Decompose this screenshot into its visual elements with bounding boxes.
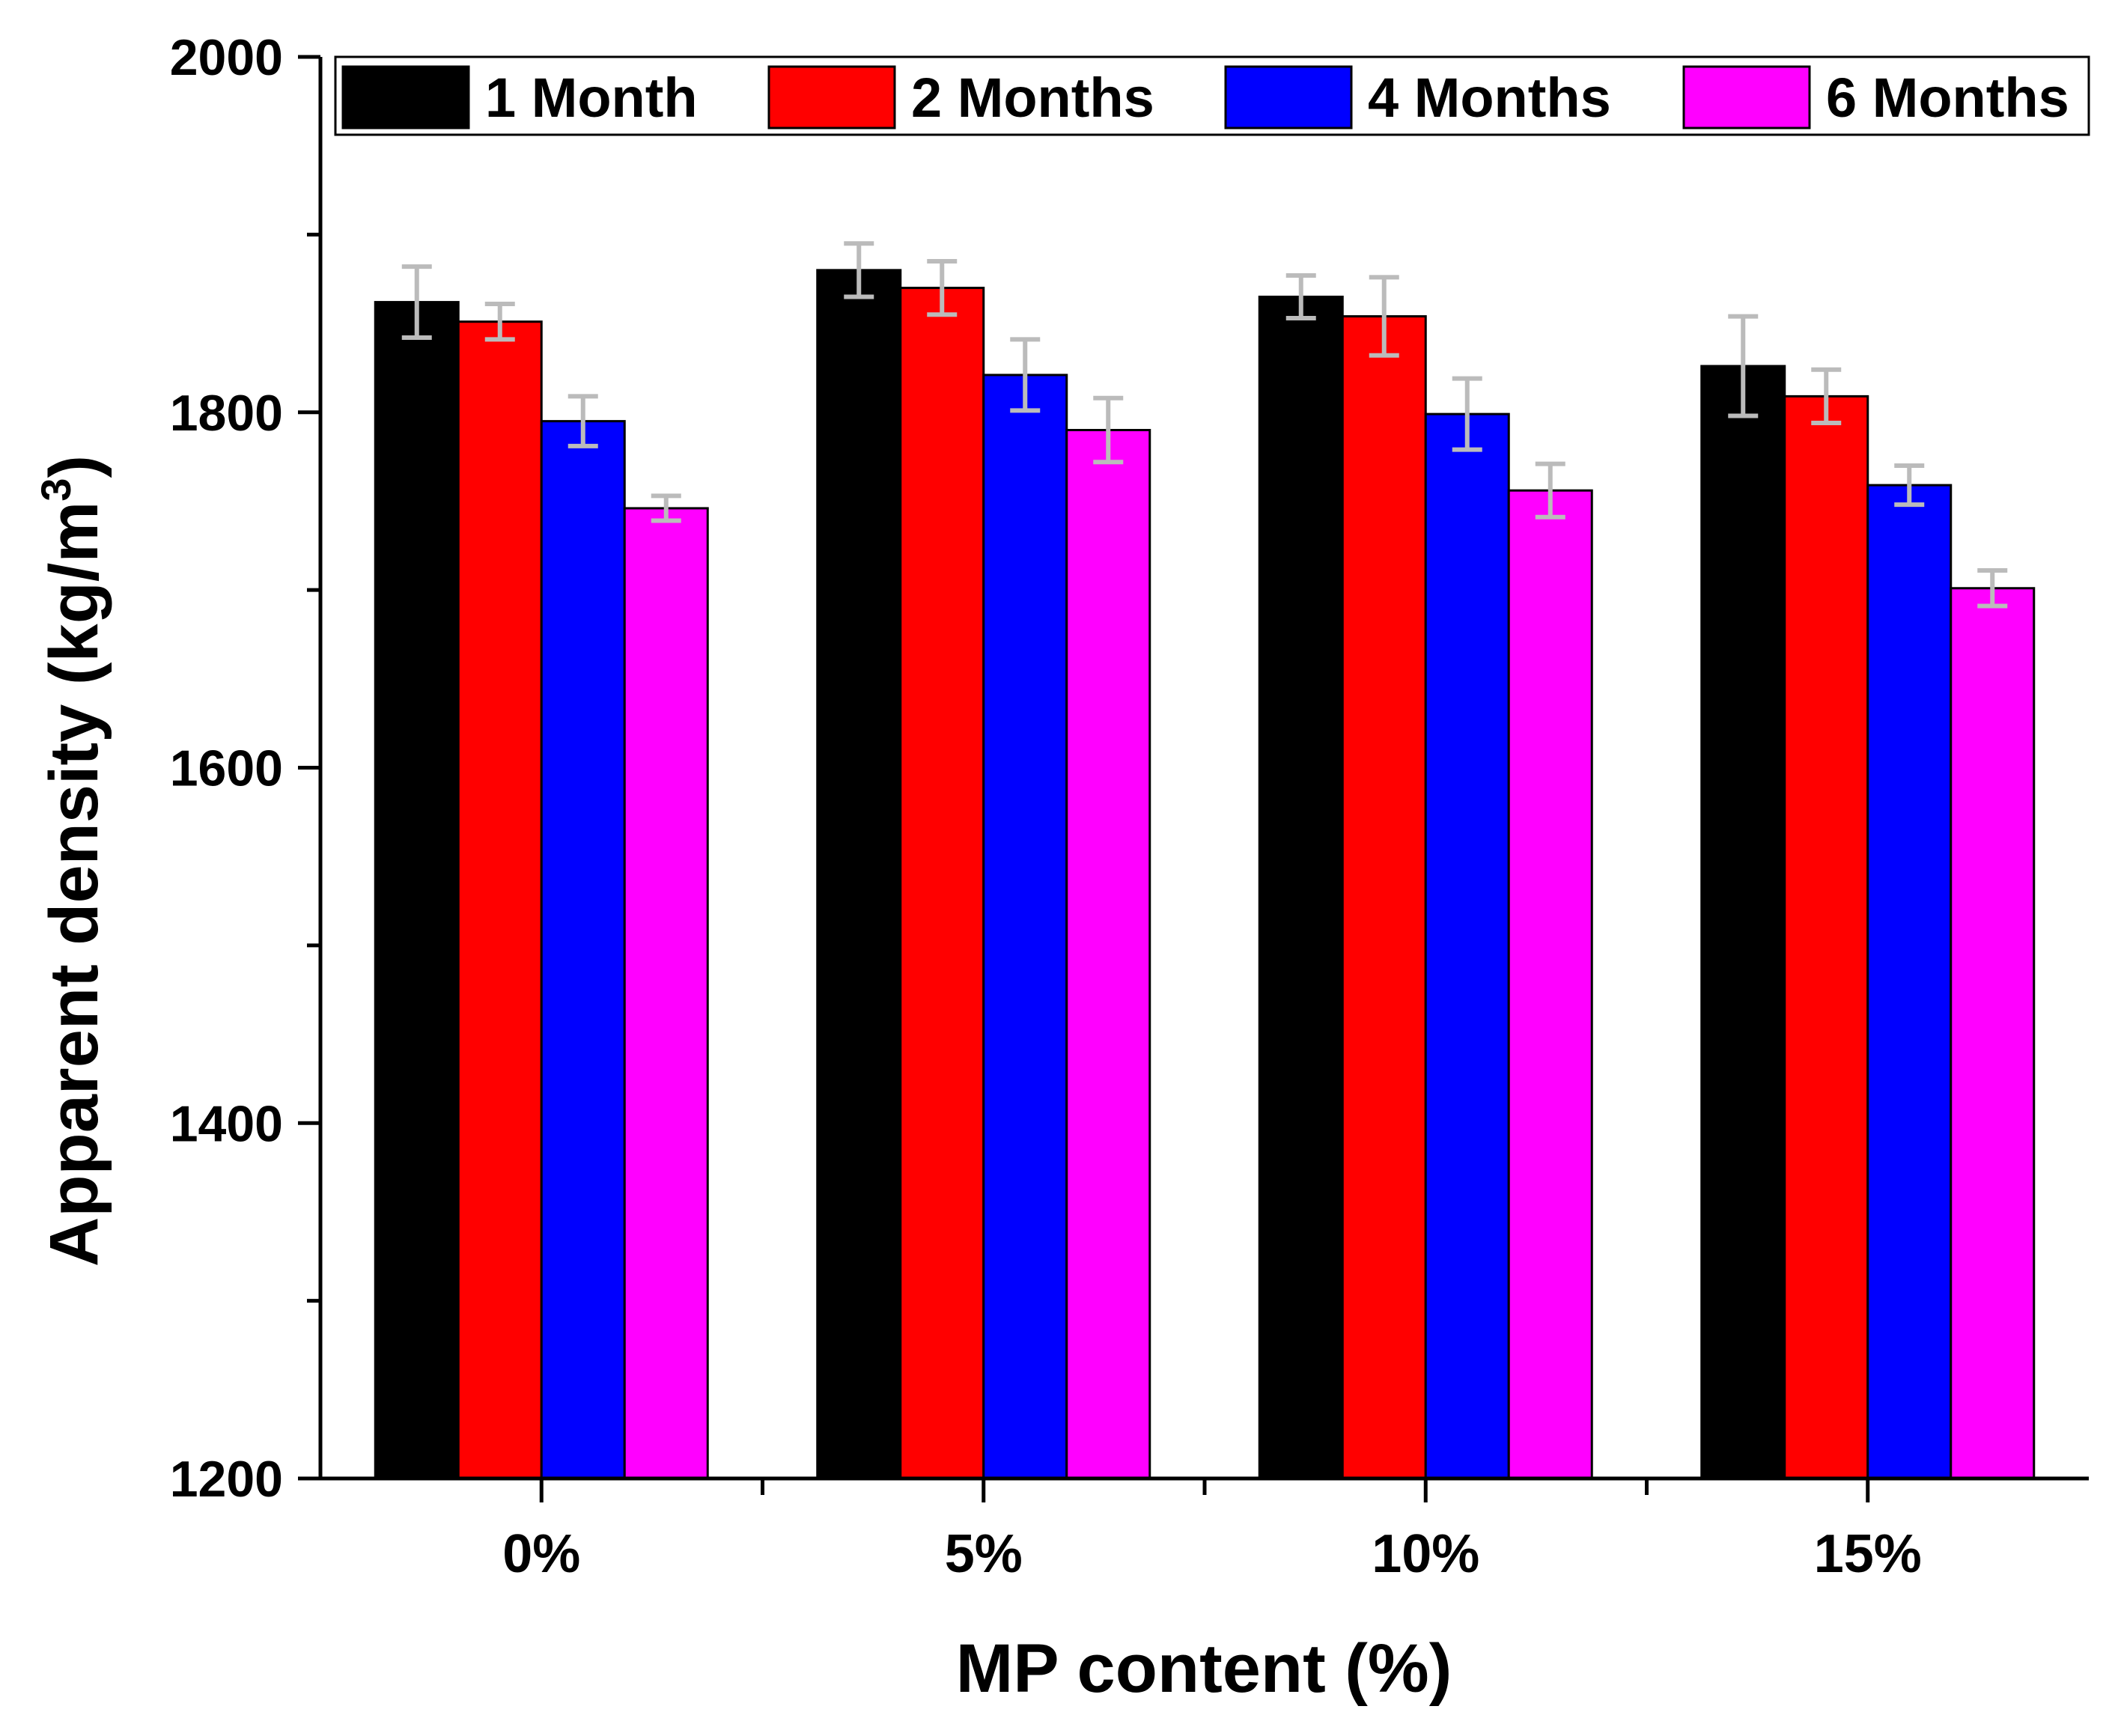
bar-2-months-15pct xyxy=(1783,395,1869,1480)
bar-1-month-15pct xyxy=(1700,365,1786,1480)
x-tick-label: 0% xyxy=(502,1524,580,1584)
x-tick-label: 5% xyxy=(945,1524,1023,1584)
bar-4-months-5pct xyxy=(982,374,1068,1480)
bar-4-months-0pct xyxy=(540,420,626,1480)
y-axis-title-suffix: ) xyxy=(36,455,112,478)
axes xyxy=(298,55,2089,1502)
bar-1-month-10pct xyxy=(1258,295,1344,1480)
y-axis-title-superscript: 3 xyxy=(32,478,79,502)
legend-label-1-month: 1 Month xyxy=(485,67,698,129)
y-tick-label: 1600 xyxy=(170,740,283,797)
tick-labels: 1200 1400 1600 1800 2000 0% 5% 10% 15% xyxy=(170,29,1922,1584)
bar-2-months-0pct xyxy=(457,320,543,1480)
y-tick-label: 1400 xyxy=(170,1095,283,1152)
bar-4-months-10pct xyxy=(1424,412,1510,1480)
x-axis-title: MP content (%) xyxy=(956,1630,1452,1707)
bar-6-months-15pct xyxy=(1950,587,2036,1480)
y-tick-label: 2000 xyxy=(170,29,283,86)
bar-4-months-15pct xyxy=(1866,484,1953,1480)
bar-6-months-5pct xyxy=(1065,428,1151,1480)
x-tick-label: 15% xyxy=(1814,1524,1922,1584)
y-tick-label: 1200 xyxy=(170,1451,283,1508)
bar-2-months-10pct xyxy=(1341,315,1427,1480)
bar-6-months-10pct xyxy=(1507,489,1593,1480)
legend-swatch-4-months xyxy=(1224,65,1353,130)
bar-2-months-5pct xyxy=(899,287,985,1480)
legend: 1 Month 2 Months 4 Months 6 Months xyxy=(334,55,2090,136)
bars-layer xyxy=(374,269,2036,1480)
legend-swatch-2-months xyxy=(767,65,896,130)
legend-label-4-months: 4 Months xyxy=(1368,67,1611,129)
bar-1-month-0pct xyxy=(374,301,460,1480)
x-tick-label: 10% xyxy=(1372,1524,1479,1584)
error-bars-layer xyxy=(401,241,2008,609)
y-axis-title-main: Apparent density (kg/m xyxy=(36,502,112,1267)
legend-swatch-1-month xyxy=(341,65,470,130)
y-axis-title: Apparent density (kg/m3) xyxy=(32,455,112,1267)
bar-6-months-0pct xyxy=(623,507,709,1480)
legend-swatch-6-months xyxy=(1682,65,1811,130)
bar-1-month-5pct xyxy=(816,269,902,1480)
legend-label-6-months: 6 Months xyxy=(1826,67,2069,129)
y-tick-label: 1800 xyxy=(170,385,283,442)
legend-label-2-months: 2 Months xyxy=(911,67,1154,129)
